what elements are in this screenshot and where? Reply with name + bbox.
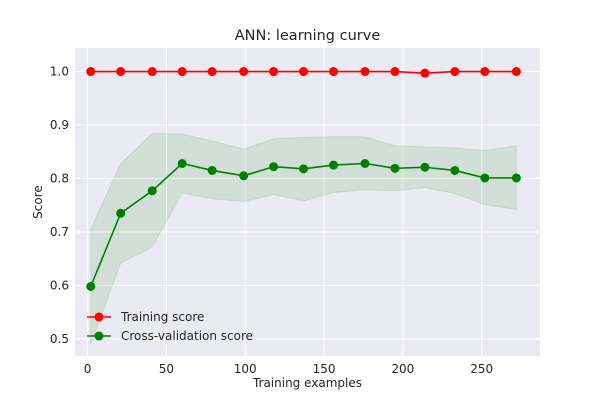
y-tick-label: 0.8 [50,171,69,185]
series-0-point [86,67,96,77]
y-tick-label: 0.7 [50,225,69,239]
x-tick-label: 200 [391,362,414,376]
legend-label-1: Cross-validation score [121,329,253,343]
series-1-point [420,162,430,172]
series-0-point [147,67,157,77]
series-0-point [116,67,126,77]
series-0-point [420,68,430,78]
legend: Training score Cross-validation score [87,310,253,343]
series-1-point [177,159,187,168]
series-1-band [90,133,517,345]
series-1-point [329,160,339,170]
series-0-point [239,67,249,77]
chart-title: ANN: learning curve [235,28,381,44]
legend-label-0: Training score [120,310,204,324]
series-points [86,67,521,291]
plot-background [75,48,540,356]
series-1-point [239,171,249,181]
x-tick-label: 100 [234,362,257,376]
series-0-point [207,67,217,77]
series-0-point [177,67,187,77]
series-1-point [299,164,309,174]
legend-marker-1 [94,331,104,341]
y-tick-label: 0.5 [50,332,69,346]
grid-lines [75,48,540,356]
x-tick-labels: 0 50 100 150 200 250 [84,362,493,376]
series-1-point [511,173,521,183]
series-0-point [511,67,521,77]
y-tick-label: 0.9 [50,118,69,132]
y-tick-labels: 0.5 0.6 0.7 0.8 0.9 1.0 [50,65,69,346]
series-0-point [450,67,460,77]
series-0-point [390,67,400,77]
y-tick-label: 1.0 [50,65,69,79]
series-1-point [116,208,126,218]
series-1-point [480,173,490,183]
y-tick-label: 0.6 [50,278,69,292]
y-axis-label: Score [31,185,45,219]
series-1-point [390,163,400,173]
legend-marker-0 [94,312,104,322]
series-0-point [480,67,490,77]
series-1-point [207,165,217,175]
series-0-point [329,67,339,77]
series-1-point [360,159,370,168]
x-tick-label: 250 [470,362,493,376]
series-1-point [450,165,460,175]
series-1-point [147,186,157,196]
series-0-point [269,67,279,77]
x-tick-label: 50 [159,362,174,376]
x-axis-label: Training examples [252,376,362,390]
series-1-point [86,281,96,291]
series-0-point [299,67,309,77]
x-tick-label: 0 [84,362,92,376]
x-tick-label: 150 [313,362,336,376]
series-1-point [269,162,279,172]
series-0-point [360,67,370,77]
